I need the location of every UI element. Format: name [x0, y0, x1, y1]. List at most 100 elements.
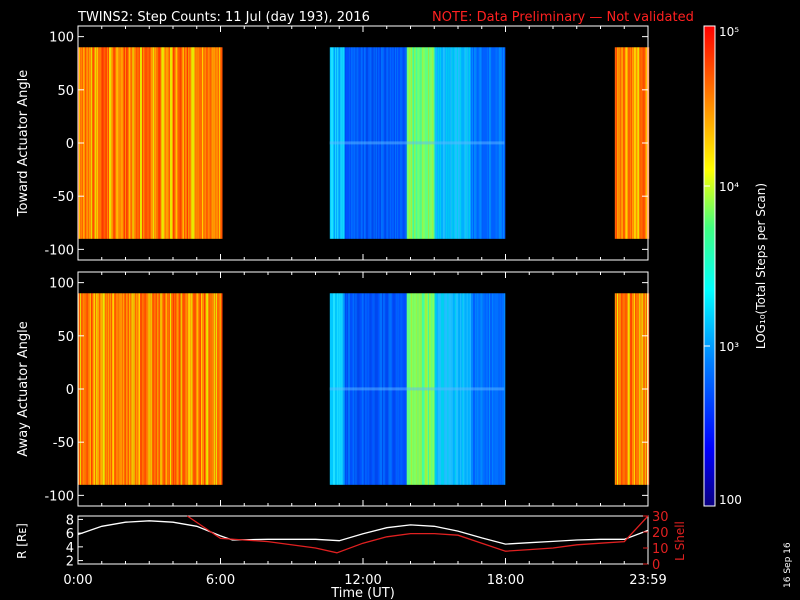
heatmap-column [174, 47, 176, 239]
heatmap-column [636, 47, 638, 239]
heatmap-column [622, 47, 624, 239]
heatmap-column [624, 293, 626, 485]
heatmap-column [220, 47, 222, 239]
heatmap-column [126, 47, 128, 239]
heatmap-column [85, 47, 87, 239]
radius-tick-label: 8 [66, 513, 74, 528]
heatmap-column [100, 293, 102, 485]
heatmap-column [116, 293, 118, 485]
toward-y-axis-label: Toward Actuator Angle [16, 70, 31, 217]
heatmap-column [160, 293, 162, 485]
away-y-axis-label: Away Actuator Angle [16, 321, 31, 456]
heatmap-column [158, 47, 160, 239]
x-tick-label: 12:00 [344, 573, 381, 588]
heatmap-column [167, 293, 170, 485]
heatmap-column [187, 47, 189, 239]
heatmap-column [194, 293, 196, 485]
heatmap-column [219, 293, 221, 485]
heatmap-column [131, 293, 133, 485]
heatmap-column [206, 293, 208, 485]
heatmap-column [632, 47, 635, 239]
heatmap-column [185, 47, 188, 239]
colorbar-tick-label: 10⁴ [719, 180, 739, 194]
heatmap-column [140, 293, 142, 485]
lshell-series-line [186, 515, 649, 554]
heatmap-column [128, 293, 130, 485]
heatmap-column [172, 293, 174, 485]
heatmap-column [632, 293, 635, 485]
heatmap-column [216, 293, 219, 485]
heatmap-column [220, 293, 222, 485]
heatmap-column [181, 47, 184, 239]
heatmap-column [622, 293, 624, 485]
heatmap-column [626, 293, 628, 485]
heatmap-column [208, 47, 210, 239]
heatmap-column [95, 47, 97, 239]
heatmap-column [90, 293, 93, 485]
heatmap-column [180, 293, 182, 485]
heatmap-column [133, 47, 135, 239]
heatmap-column [150, 293, 153, 485]
heatmap-column [91, 293, 94, 485]
heatmap-column [166, 293, 169, 485]
heatmap-column [163, 293, 165, 485]
heatmap-column [192, 47, 194, 239]
heatmap-column [159, 47, 161, 239]
heatmap-column [182, 47, 185, 239]
heatmap-column [637, 47, 639, 239]
heatmap-column [175, 293, 177, 485]
heatmap-column [111, 47, 113, 239]
heatmap-column [99, 47, 101, 239]
heatmap-column [148, 293, 150, 485]
heatmap-column [118, 293, 120, 485]
heatmap-column [145, 47, 147, 239]
heatmap-column [135, 47, 138, 239]
heatmap-column [131, 47, 133, 239]
heatmap-column [114, 47, 116, 239]
heatmap-column [91, 47, 94, 239]
heatmap-column [620, 293, 622, 485]
heatmap-column [95, 293, 97, 485]
heatmap-column [637, 293, 639, 485]
heatmap-column [618, 47, 620, 239]
heatmap-column [634, 293, 636, 485]
heatmap-column [176, 293, 178, 485]
heatmap-column [177, 293, 179, 485]
colorbar: 10⁵ 10⁴ 10³ 100 LOG₁₀(Total Steps per Scan) [703, 25, 768, 507]
heatmap-column [178, 47, 180, 239]
heatmap-column [168, 47, 171, 239]
heatmap-column [97, 293, 99, 485]
y-tick-label: 50 [57, 84, 74, 99]
heatmap-column [190, 47, 192, 239]
heatmap-column [197, 293, 200, 485]
heatmap-column [189, 47, 191, 239]
heatmap-column [629, 293, 632, 485]
heatmap-column [614, 47, 617, 239]
heatmap-column [630, 47, 633, 239]
heatmap-column [154, 293, 157, 485]
heatmap-column [87, 293, 89, 485]
heatmap-column [173, 47, 175, 239]
heatmap-column [162, 293, 164, 485]
heatmap-column [169, 47, 172, 239]
heatmap-column [221, 293, 223, 485]
colorbar-tick-label: 10³ [719, 340, 739, 354]
heatmap-column [151, 47, 154, 239]
heatmap-column [216, 47, 219, 239]
heatmap-column [141, 47, 143, 239]
toward-angle-panel: 100 50 0 -50 -100 Toward Actuator Angle [16, 25, 650, 261]
colorbar-gradient [703, 25, 716, 507]
heatmap-column [112, 47, 114, 239]
heatmap-column [180, 47, 182, 239]
heatmap-column [161, 293, 163, 485]
heatmap-column [88, 293, 91, 485]
heatmap-column [638, 293, 640, 485]
y-tick-label: 0 [66, 137, 74, 152]
heatmap-column [85, 293, 87, 485]
lshell-tick-label: 10 [652, 542, 669, 557]
heatmap-column [101, 47, 103, 239]
heatmap-column [137, 47, 140, 239]
y-tick-label: -50 [53, 190, 74, 205]
heatmap-column [195, 47, 197, 239]
